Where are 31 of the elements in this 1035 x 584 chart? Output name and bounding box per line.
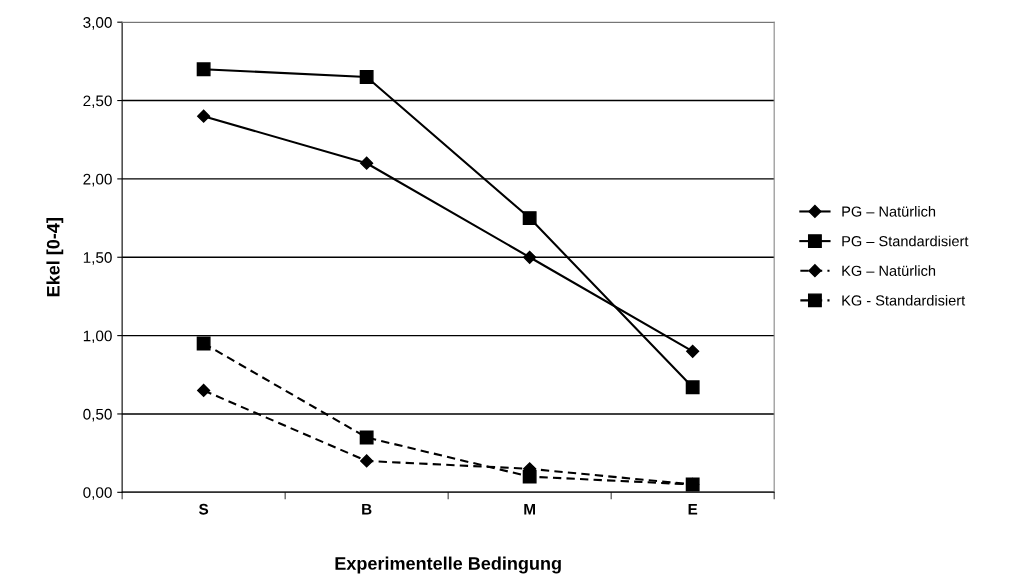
point bbox=[359, 430, 374, 445]
point bbox=[360, 156, 374, 170]
point bbox=[197, 109, 211, 123]
point bbox=[685, 477, 700, 492]
y-tick-label: 0,50 bbox=[83, 408, 112, 422]
point bbox=[523, 250, 537, 264]
x-tick-label: S bbox=[198, 503, 209, 515]
y-tick-label: 1,50 bbox=[83, 252, 112, 265]
point bbox=[359, 70, 374, 84]
y-tick-label: 0,00 bbox=[83, 487, 112, 500]
point bbox=[686, 344, 700, 358]
y-tick-label: 2,00 bbox=[83, 173, 112, 187]
x-axis-title: Experimentelle Bedingung bbox=[335, 556, 561, 574]
y-tick-label: 2,50 bbox=[83, 95, 112, 109]
point bbox=[196, 336, 211, 351]
point bbox=[360, 454, 374, 468]
point bbox=[197, 383, 211, 398]
x-tick-label: B bbox=[362, 503, 372, 515]
legend-label: KG - Standardisiert bbox=[842, 294, 966, 306]
point bbox=[685, 380, 700, 395]
legend-label: PG – Standardisiert bbox=[842, 235, 969, 247]
point bbox=[522, 469, 537, 484]
y-tick-label: 1,00 bbox=[83, 330, 112, 344]
y-axis-title: Ekel [0-4] bbox=[46, 218, 64, 297]
legend-label: KG – Natürlich bbox=[842, 265, 936, 276]
point bbox=[196, 62, 211, 77]
y-tick-label: 3,00 bbox=[83, 17, 112, 30]
legend-label: PG – Natürlich bbox=[842, 206, 936, 217]
x-tick-label: E bbox=[688, 503, 698, 515]
x-tick-label: M bbox=[524, 503, 535, 515]
point bbox=[522, 211, 537, 226]
